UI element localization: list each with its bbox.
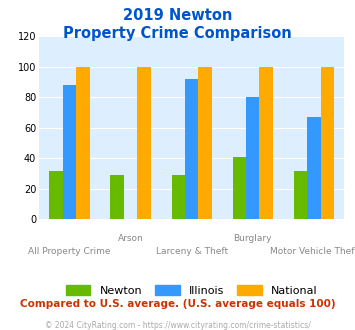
Bar (233, 157, 246, 219)
Text: Motor Vehicle Theft: Motor Vehicle Theft (270, 248, 355, 256)
Legend: Newton, Illinois, National: Newton, Illinois, National (66, 285, 317, 296)
Text: 2019 Newton: 2019 Newton (123, 8, 232, 23)
Bar (307, 117, 321, 219)
Bar (63, 85, 76, 219)
Bar (294, 171, 307, 219)
Bar (260, 67, 273, 219)
Text: Arson: Arson (118, 234, 143, 243)
Text: © 2024 CityRating.com - https://www.cityrating.com/crime-statistics/: © 2024 CityRating.com - https://www.city… (45, 321, 310, 330)
Bar (321, 67, 334, 219)
Text: Property Crime Comparison: Property Crime Comparison (63, 26, 292, 41)
Text: All Property Crime: All Property Crime (28, 248, 111, 256)
Bar (198, 67, 212, 219)
Bar (246, 97, 260, 219)
Bar (110, 175, 124, 219)
Text: Burglary: Burglary (234, 234, 272, 243)
Text: Compared to U.S. average. (U.S. average equals 100): Compared to U.S. average. (U.S. average … (20, 299, 335, 309)
Bar (171, 175, 185, 219)
Bar (49, 171, 63, 219)
Bar (137, 67, 151, 219)
Bar (185, 79, 198, 219)
Text: Larceny & Theft: Larceny & Theft (155, 248, 228, 256)
Bar (76, 67, 90, 219)
